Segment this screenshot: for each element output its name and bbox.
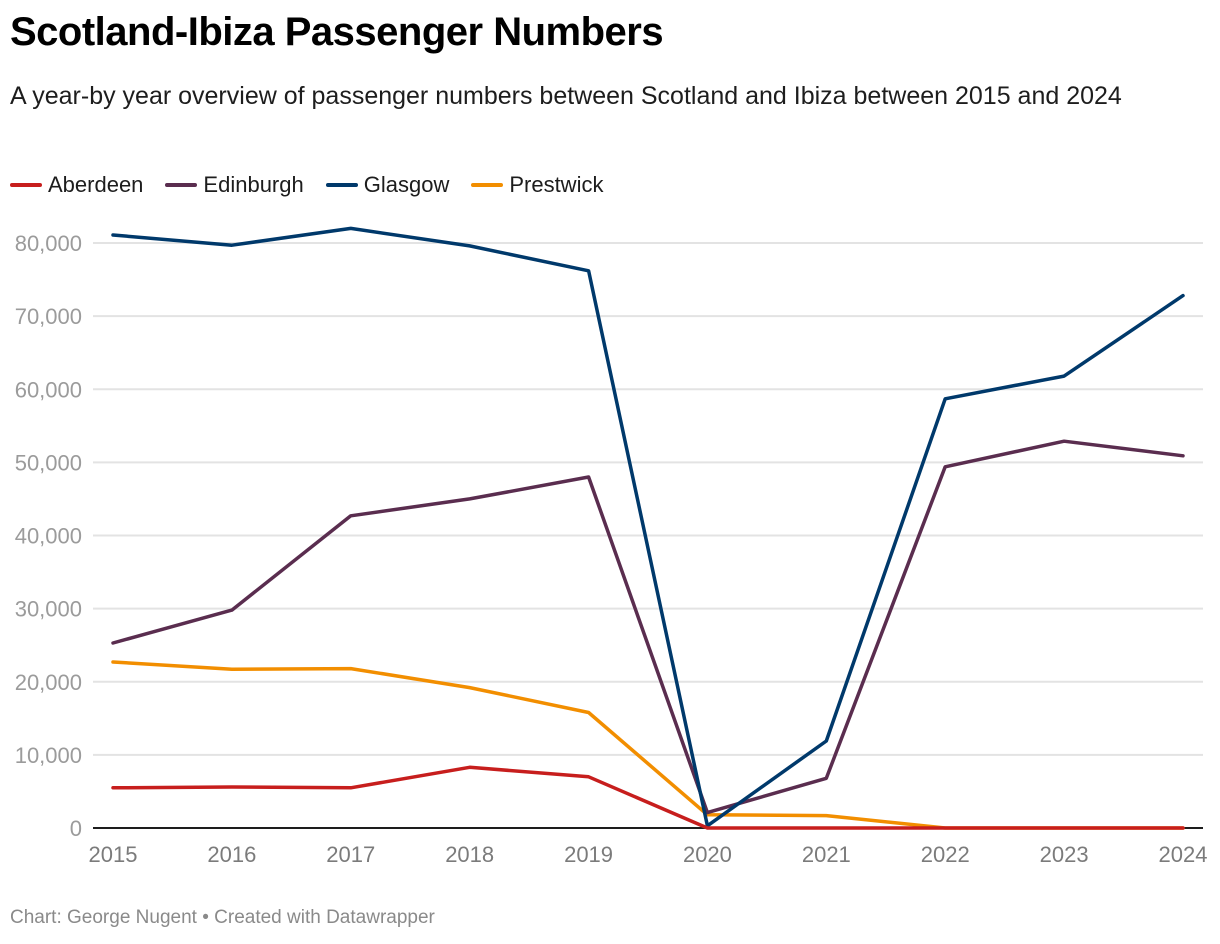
y-tick-label: 20,000 [15,670,82,695]
legend-swatch-aberdeen [10,183,42,187]
x-tick-label: 2020 [683,842,732,867]
legend: Aberdeen Edinburgh Glasgow Prestwick [10,172,603,198]
series-line-glasgow [111,226,1185,828]
y-tick-label: 50,000 [15,450,82,475]
series-line-aberdeen [111,765,1185,830]
legend-label-aberdeen: Aberdeen [48,172,144,197]
gridlines [93,242,1203,756]
legend-item-aberdeen: Aberdeen [10,172,143,198]
x-tick-label: 2021 [802,842,851,867]
legend-item-prestwick: Prestwick [471,172,603,198]
y-axis-ticks: 0 10,000 20,000 30,000 40,000 50,000 60,000 70,… [15,231,82,841]
legend-swatch-glasgow [325,183,358,187]
chart-subtitle: A year-by year overview of passenger num… [10,82,1122,110]
y-tick-label: 60,000 [15,377,82,402]
legend-label-prestwick: Prestwick [509,172,604,197]
y-tick-label: 30,000 [15,597,82,622]
x-tick-label: 2019 [564,842,613,867]
x-tick-label: 2015 [89,842,138,867]
legend-swatch-edinburgh [165,183,198,187]
chart-credit: Chart: George Nugent • Created with Data… [10,907,435,928]
x-axis-ticks: 2015 2016 2017 2018 2019 2020 2021 2022 2023 2024 [89,842,1208,867]
x-tick-label: 2016 [207,842,256,867]
x-tick-label: 2022 [921,842,970,867]
series-line-edinburgh [111,439,1185,815]
series-lines [111,226,1185,830]
y-tick-label: 10,000 [15,743,82,768]
x-tick-label: 2017 [326,842,375,867]
x-tick-label: 2018 [445,842,494,867]
legend-item-glasgow: Glasgow [325,172,450,198]
x-tick-label: 2023 [1040,842,1089,867]
y-tick-label: 0 [70,816,82,841]
chart-title: Scotland-Ibiza Passenger Numbers [10,10,664,54]
y-tick-label: 80,000 [15,231,82,256]
legend-item-edinburgh: Edinburgh [165,172,304,198]
y-tick-label: 70,000 [15,304,82,329]
legend-label-edinburgh: Edinburgh [203,172,304,197]
y-tick-label: 40,000 [15,524,82,549]
legend-label-glasgow: Glasgow [363,172,450,197]
legend-swatch-prestwick [471,183,504,187]
x-tick-label: 2024 [1159,842,1208,867]
